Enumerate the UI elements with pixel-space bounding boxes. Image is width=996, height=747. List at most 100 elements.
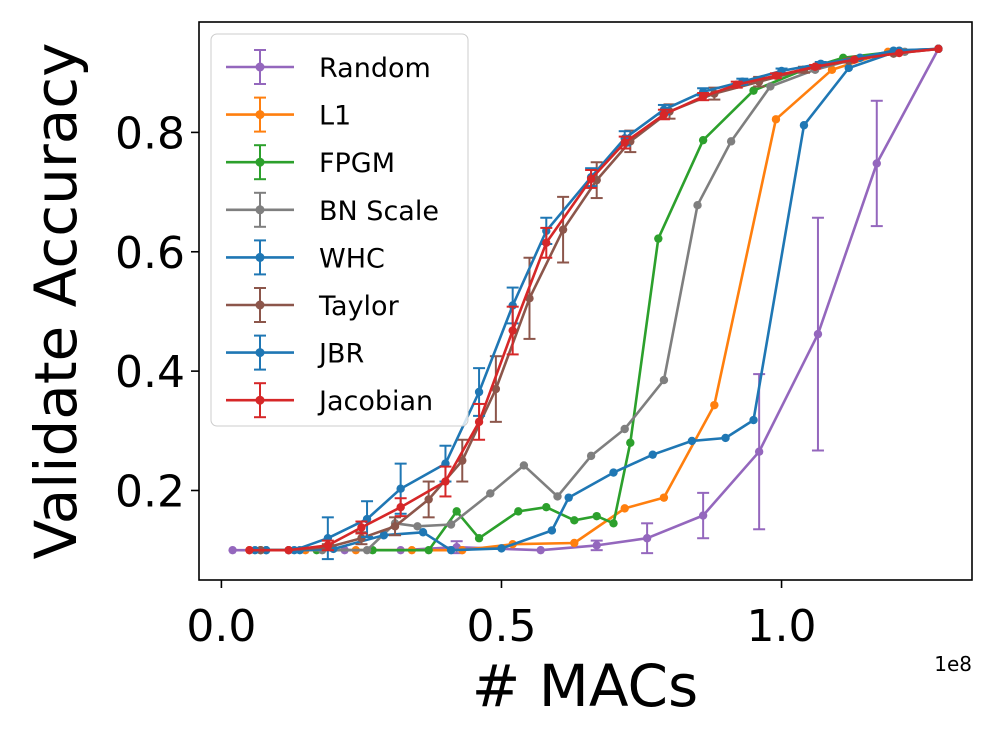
data-point [413,522,422,531]
data-point [799,121,809,130]
data-point [648,450,657,459]
data-point [609,468,618,477]
data-point [452,507,461,516]
legend: Random L1 FPGM BN Scale WHC Taylor JBR Jacobian [210,33,469,427]
data-point [357,523,366,532]
data-point [654,234,663,243]
y-tick-label: 0.6 [115,228,185,279]
legend-item-random: Random [226,49,431,85]
x-axis-title: # MACs [472,652,698,720]
x-axis-offset-label: 1e8 [934,652,972,676]
data-point [771,71,781,80]
legend-marker [255,62,265,72]
legend-label: Jacobian [317,386,433,417]
data-point [586,451,596,461]
legend-marker [255,395,265,405]
data-point [536,545,545,555]
legend-label: Taylor [318,291,400,322]
data-point [564,493,573,502]
data-point [732,80,741,89]
legend-item-whc: WHC [226,239,385,276]
data-point [424,495,433,504]
data-point [424,545,433,555]
data-point [228,545,237,555]
data-point [771,115,781,124]
data-point [659,375,669,385]
legend-item-fpgm: FPGM [226,144,395,181]
legend-marker [255,205,265,215]
data-point [323,541,333,550]
series-jacobian [245,44,943,555]
data-point [693,201,702,210]
data-point [446,545,456,555]
data-point [245,545,254,555]
data-point [508,326,517,335]
data-point [659,493,669,502]
data-point [514,507,523,516]
legend-label: WHC [319,243,385,274]
data-point [620,424,629,434]
data-point [379,531,389,540]
data-point [474,387,484,397]
data-point [749,86,758,95]
data-point [620,504,629,513]
data-point [486,489,495,498]
data-point [872,159,881,168]
legend-item-taylor: Taylor [226,287,400,323]
data-point [626,438,635,447]
data-point [687,436,697,446]
data-point [749,415,758,425]
legend-frame [210,33,469,427]
x-tick-label: 1.0 [747,601,817,652]
data-point [553,492,562,501]
data-point [542,238,551,248]
data-point [698,92,708,101]
plot-frame [198,21,973,581]
data-point [710,400,719,410]
data-point [390,522,400,531]
legend-item-l1: L1 [226,96,351,133]
data-point [592,541,601,550]
data-point [586,174,596,184]
data-point [934,44,943,54]
data-point [827,65,837,74]
x-tick-label: 0.5 [466,601,536,652]
data-point [558,225,568,234]
legend-label: Random [319,53,431,84]
legend-marker [255,157,265,167]
legend-item-jacobian: Jacobian [226,382,433,419]
legend-item-bn-scale: BN Scale [226,191,439,228]
data-point [754,447,764,456]
legend-label: BN Scale [319,196,439,227]
data-point [474,417,484,427]
legend-item-jbr: JBR [226,334,364,371]
y-tick-label: 0.2 [115,466,185,517]
x-axis-ticks: 0.0 0.5 1.0 [186,580,817,652]
data-point [547,526,557,535]
data-point [284,545,293,555]
data-point [525,294,534,303]
data-point [620,138,629,147]
data-point [726,137,736,146]
legend-marker [255,252,265,262]
x-tick-label: 0.0 [186,601,256,652]
legend-marker [255,348,265,358]
data-point [844,63,853,73]
data-point [458,456,467,465]
y-tick-label: 0.4 [115,347,185,398]
y-tick-label: 0.8 [115,108,185,159]
y-axis-ticks: 0.2 0.4 0.6 0.8 [115,108,199,517]
data-point [396,484,405,493]
data-point [698,511,708,520]
data-point [659,110,669,119]
data-point [570,538,579,548]
data-point [491,384,501,394]
legend-label: JBR [317,339,364,370]
legend-marker [255,300,265,310]
y-axis-title: Validate Accuracy [22,43,90,560]
data-point [642,534,652,543]
data-point [570,516,579,525]
data-point [850,55,859,64]
data-point [396,502,405,512]
